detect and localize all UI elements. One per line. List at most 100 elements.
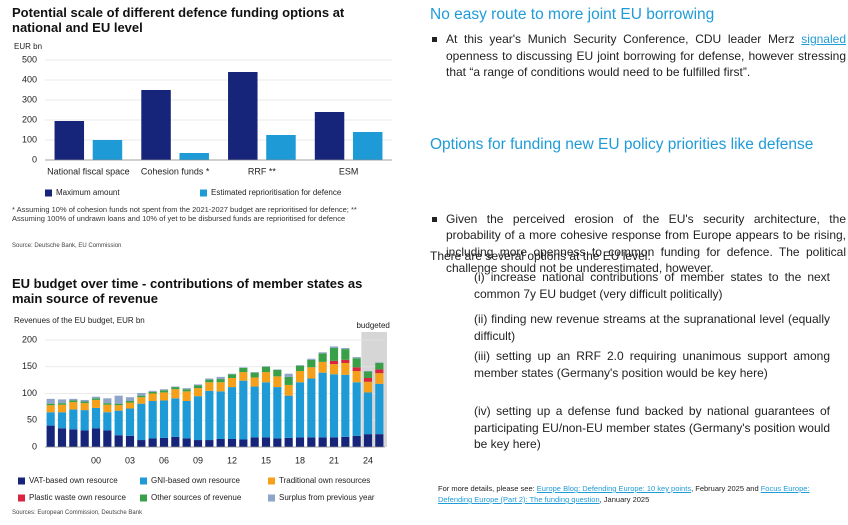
bar-segment bbox=[329, 374, 339, 438]
y-tick-label: 200 bbox=[22, 114, 37, 124]
bar-segment bbox=[273, 387, 282, 439]
legend-marker bbox=[45, 189, 52, 197]
bar-segment bbox=[69, 400, 78, 403]
bar-segment bbox=[307, 367, 316, 379]
bar-segment bbox=[363, 377, 373, 382]
bar-segment bbox=[295, 371, 305, 383]
bar-segment bbox=[261, 366, 271, 373]
link[interactable]: signaled bbox=[801, 32, 846, 46]
bar-segment bbox=[137, 397, 146, 404]
bar-segment bbox=[46, 405, 55, 413]
bar-segment bbox=[318, 353, 327, 362]
bar-segment bbox=[261, 372, 271, 383]
text: , January 2025 bbox=[599, 495, 650, 504]
bar-segment bbox=[80, 410, 89, 431]
bar-segment bbox=[295, 437, 305, 447]
bar-segment bbox=[148, 390, 157, 392]
bar-segment bbox=[80, 403, 89, 411]
bar-segment bbox=[329, 348, 339, 361]
bar-segment bbox=[159, 390, 169, 393]
bar-segment bbox=[103, 398, 112, 404]
bar-segment bbox=[91, 398, 101, 400]
bar-segment bbox=[307, 359, 316, 368]
bar-segment bbox=[91, 399, 101, 408]
bar-segment bbox=[205, 390, 214, 441]
y-tick-label: 400 bbox=[22, 74, 37, 84]
bar-segment bbox=[125, 408, 135, 436]
legend-marker bbox=[268, 477, 275, 485]
bar-segment bbox=[341, 359, 350, 364]
bar-segment bbox=[318, 361, 327, 373]
legend-label: Maximum amount bbox=[56, 188, 120, 197]
bar-segment bbox=[80, 401, 89, 404]
y-tick-label: 150 bbox=[22, 361, 37, 371]
bar-segment bbox=[216, 382, 225, 392]
bar-segment bbox=[318, 352, 327, 354]
y-tick-label: 0 bbox=[32, 154, 37, 164]
y-tick-label: 50 bbox=[27, 415, 37, 425]
legend-marker bbox=[18, 494, 25, 502]
bar-segment bbox=[250, 372, 259, 373]
bar-segment bbox=[284, 376, 293, 385]
option: (iv) setting up a defense fund backed by… bbox=[474, 404, 830, 451]
x-tick-label: 18 bbox=[295, 455, 305, 465]
bar-segment bbox=[363, 392, 373, 435]
bar-segment bbox=[137, 403, 146, 441]
bar-segment bbox=[182, 391, 191, 401]
bar-segment bbox=[193, 396, 203, 441]
bar-segment bbox=[250, 437, 259, 447]
x-tick-label: 15 bbox=[261, 455, 271, 465]
bar-segment bbox=[125, 435, 135, 447]
bar-segment bbox=[239, 439, 248, 447]
chart-title: EU budget over time - contributions of m… bbox=[12, 276, 363, 306]
bar-segment bbox=[284, 384, 293, 396]
bar-segment bbox=[273, 376, 282, 388]
x-tick-label: 00 bbox=[91, 455, 101, 465]
bar-segment bbox=[352, 357, 361, 359]
option: (ii) finding new revenue streams at the … bbox=[474, 312, 830, 343]
bar-segment bbox=[159, 389, 169, 391]
footnote: For more details, please see: Europe Blo… bbox=[438, 483, 833, 505]
bar-segment bbox=[46, 398, 55, 404]
bar-segment bbox=[216, 376, 225, 380]
bar-segment bbox=[261, 366, 271, 367]
bar-segment bbox=[341, 349, 350, 360]
bar-segment bbox=[284, 373, 293, 377]
legend-marker bbox=[18, 477, 25, 485]
legend-label: Surplus from previous year bbox=[279, 493, 375, 502]
bar-segment bbox=[227, 374, 237, 378]
bar-segment bbox=[363, 371, 373, 372]
bar-segment bbox=[148, 391, 157, 394]
bar-segment bbox=[91, 407, 101, 429]
link[interactable]: Focus Europe: Defending Europe (Part 2):… bbox=[438, 484, 810, 504]
bar-segment bbox=[307, 378, 316, 438]
bar-segment bbox=[171, 436, 180, 447]
bar-segment bbox=[307, 358, 316, 360]
option: (iii) setting up an RRF 2.0 requiring un… bbox=[474, 349, 830, 380]
bar-segment bbox=[69, 409, 78, 430]
bar-segment bbox=[205, 382, 214, 391]
bar-segment bbox=[205, 440, 214, 447]
bar-segment bbox=[216, 438, 225, 447]
bar bbox=[352, 132, 383, 160]
y-tick-label: 500 bbox=[22, 54, 37, 64]
bar-segment bbox=[375, 373, 384, 384]
bar-segment bbox=[103, 430, 112, 447]
axis-label: EUR bn bbox=[14, 42, 43, 51]
link[interactable]: Europe Blog: Defending Europe: 10 key po… bbox=[536, 484, 692, 493]
source: Source: Deutsche Bank, EU Commission bbox=[12, 243, 122, 249]
bar-segment bbox=[363, 434, 373, 447]
bar-segment bbox=[91, 396, 101, 399]
bar-segment bbox=[216, 379, 225, 383]
bar-segment bbox=[114, 405, 123, 411]
bar-segment bbox=[250, 372, 259, 378]
bar-segment bbox=[329, 346, 339, 349]
bar-segment bbox=[69, 402, 78, 410]
x-tick-label: National fiscal space bbox=[47, 166, 130, 176]
bar bbox=[92, 140, 123, 160]
bar-segment bbox=[273, 369, 282, 370]
bar-segment bbox=[193, 388, 203, 397]
x-tick-label: Cohesion funds * bbox=[141, 166, 210, 176]
bar-segment bbox=[329, 360, 339, 365]
bar-segment bbox=[171, 387, 180, 390]
